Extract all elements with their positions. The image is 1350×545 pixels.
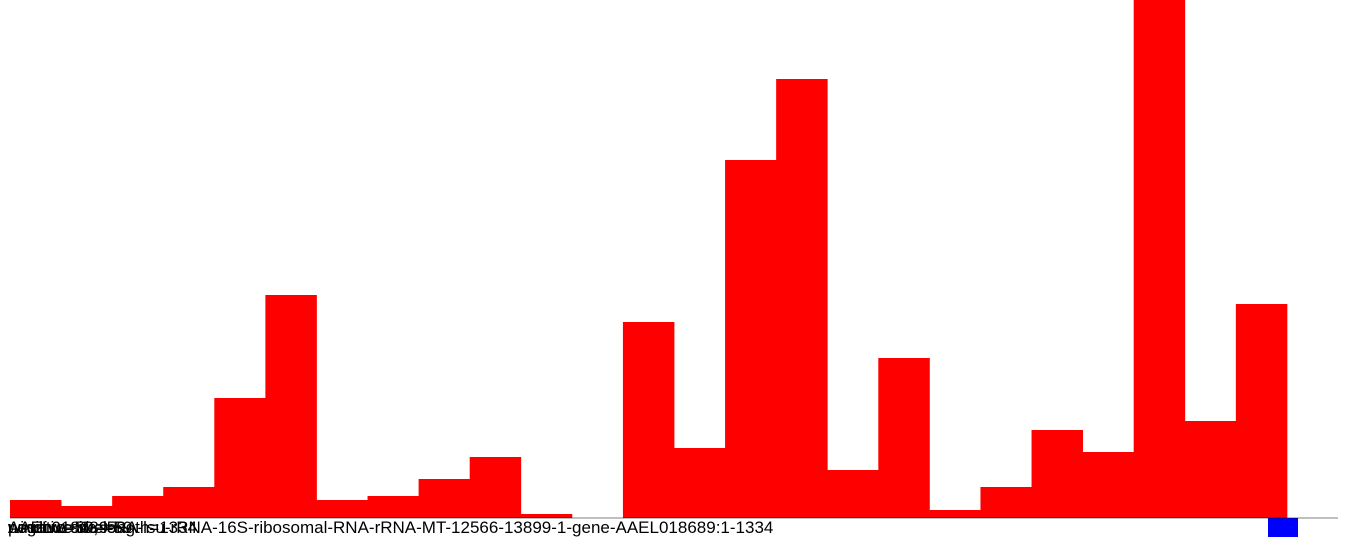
bar bbox=[929, 510, 981, 518]
bar bbox=[214, 398, 266, 518]
bar bbox=[367, 496, 420, 518]
bar bbox=[878, 358, 930, 518]
highlight-marker bbox=[1268, 518, 1298, 537]
bar bbox=[674, 448, 726, 518]
bar bbox=[163, 487, 215, 518]
bar bbox=[1133, 0, 1186, 518]
bar bbox=[1031, 430, 1084, 518]
negative-site-label: negative site=59 bbox=[8, 518, 132, 537]
bar bbox=[112, 496, 164, 518]
bar bbox=[265, 295, 317, 518]
bar bbox=[469, 457, 522, 518]
bar bbox=[10, 500, 62, 518]
bar bbox=[61, 506, 113, 518]
bar bbox=[1235, 304, 1288, 518]
bar bbox=[316, 500, 368, 518]
bar bbox=[725, 160, 777, 518]
bar bbox=[418, 479, 471, 518]
bar bbox=[776, 79, 828, 518]
bar-series bbox=[10, 0, 1288, 518]
bar bbox=[520, 514, 573, 518]
bar bbox=[1184, 421, 1237, 518]
bar bbox=[980, 487, 1032, 518]
positive-site-label: positive site=59 bbox=[8, 518, 126, 537]
bar bbox=[622, 322, 675, 518]
window-length-label: window=50, length=1334 bbox=[7, 518, 197, 537]
bar bbox=[1082, 452, 1135, 518]
sequence-name-label: AAEL018689-RA-lsu-rRNA-16S-ribosomal-RNA… bbox=[8, 518, 773, 537]
bar bbox=[827, 470, 879, 518]
